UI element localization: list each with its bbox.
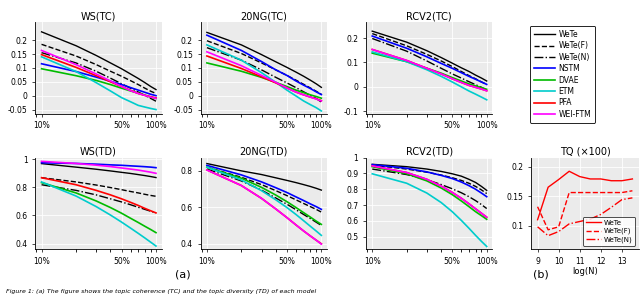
WeTe(N) xyxy=(628,196,636,200)
WeTe(N) xyxy=(555,230,563,233)
WeTe(F) xyxy=(586,191,594,194)
Legend: WeTe, WeTe(F), WeTe(N): WeTe, WeTe(F), WeTe(N) xyxy=(583,217,636,246)
WeTe(F) xyxy=(607,191,615,194)
WeTe(N) xyxy=(544,234,552,237)
WeTe(N) xyxy=(607,206,615,209)
WeTe(F) xyxy=(618,191,626,194)
Text: Figure 1: (a) The figure shows the topic coherence (TC) and the topic diversity : Figure 1: (a) The figure shows the topic… xyxy=(6,289,317,294)
WeTe(N) xyxy=(586,217,594,221)
WeTe(F) xyxy=(534,205,541,209)
WeTe(F) xyxy=(576,191,584,194)
WeTe xyxy=(628,177,636,181)
WeTe(F) xyxy=(597,191,605,194)
WeTe(N) xyxy=(576,220,584,223)
Line: WeTe: WeTe xyxy=(538,171,632,220)
WeTe xyxy=(544,186,552,189)
WeTe(N) xyxy=(618,198,626,201)
Title: RCV2(TC): RCV2(TC) xyxy=(406,11,452,21)
Title: WS(TC): WS(TC) xyxy=(81,11,116,21)
WeTe xyxy=(618,179,626,183)
WeTe(F) xyxy=(628,189,636,193)
X-axis label: log(N): log(N) xyxy=(572,267,598,276)
WeTe(F) xyxy=(544,228,552,232)
WeTe(N) xyxy=(565,222,573,226)
WeTe xyxy=(586,177,594,181)
Text: (b): (b) xyxy=(533,269,548,279)
WeTe(N) xyxy=(597,213,605,216)
Title: 20NG(TC): 20NG(TC) xyxy=(241,11,287,21)
WeTe(N) xyxy=(534,225,541,229)
WeTe xyxy=(607,179,615,183)
WeTe xyxy=(576,175,584,178)
Line: WeTe(N): WeTe(N) xyxy=(538,198,632,236)
Title: RCV2(TD): RCV2(TD) xyxy=(406,147,452,157)
Title: TQ (×100): TQ (×100) xyxy=(559,147,611,157)
WeTe xyxy=(555,178,563,181)
Title: 20NG(TD): 20NG(TD) xyxy=(239,147,288,157)
Title: WS(TD): WS(TD) xyxy=(80,147,117,157)
WeTe xyxy=(565,170,573,173)
WeTe xyxy=(534,218,541,222)
WeTe(F) xyxy=(565,191,573,194)
Line: WeTe(F): WeTe(F) xyxy=(538,191,632,230)
Text: (a): (a) xyxy=(175,269,190,279)
WeTe(F) xyxy=(555,225,563,229)
WeTe xyxy=(597,177,605,181)
Legend: WeTe, WeTe(F), WeTe(N), NSTM, DVAE, ETM, PFA, WEI-FTM: WeTe, WeTe(F), WeTe(N), NSTM, DVAE, ETM,… xyxy=(530,26,595,123)
